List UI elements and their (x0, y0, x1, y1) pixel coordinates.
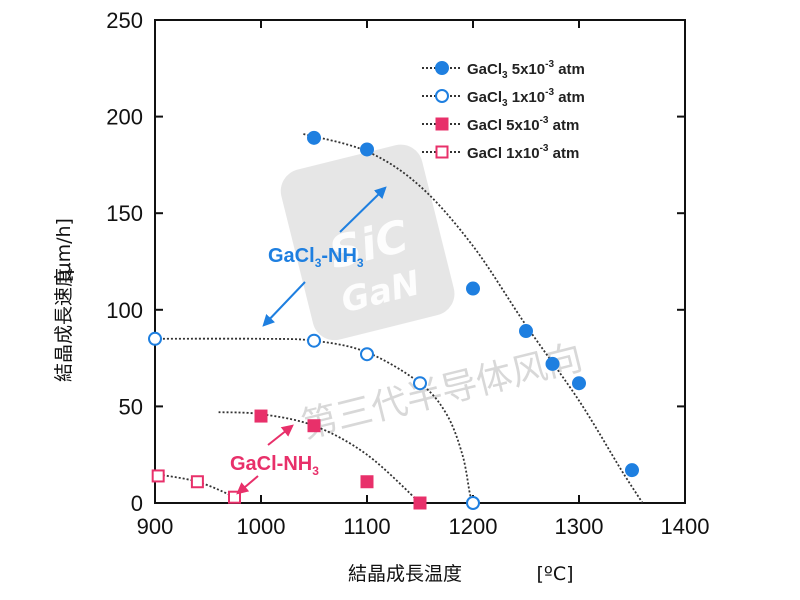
y-tick-label: 100 (106, 298, 143, 323)
legend: GaCl3 5x10-3 atm GaCl3 1x10-3 atm GaCl 5x1… (422, 59, 585, 162)
annotation-gacl-nh3: GaCl-NH3 (230, 453, 319, 478)
x-tick-label: 1000 (237, 514, 286, 539)
annotation-arrows (236, 186, 387, 495)
legend-entry-1: GaCl3 1x10-3 atm (422, 87, 585, 109)
data-point-series-2 (360, 475, 374, 489)
watermark-logo-box (280, 144, 455, 341)
arrow-blue-up (339, 186, 387, 233)
data-point-series-0 (466, 281, 480, 296)
legend-entry-2: GaCl 5x10-3 atm (422, 115, 579, 134)
data-point-series-3 (151, 469, 165, 483)
data-point-series-2 (413, 496, 427, 510)
x-tick-label: 1300 (555, 514, 604, 539)
x-tick-label: 900 (137, 514, 174, 539)
watermark: SiC GaN 第三代半导体风向 (280, 144, 587, 447)
legend-marker (435, 89, 449, 103)
watermark-text: 第三代半导体风向 (297, 337, 586, 446)
axis-ticks: 900 1000 1100 1200 1300 1400 0 50 100 150 200 250 (106, 8, 709, 539)
y-tick-label: 50 (119, 394, 143, 419)
legend-entry-3: GaCl 1x10-3 atm (422, 143, 579, 162)
data-point-series-3 (190, 475, 204, 489)
data-point-series-0 (625, 463, 639, 478)
legend-marker (435, 117, 449, 131)
data-point-series-0 (519, 324, 533, 339)
x-tick-label: 1200 (449, 514, 498, 539)
arrow-red-down (236, 475, 259, 495)
data-point-series-0 (572, 376, 586, 391)
x-tick-label: 1100 (343, 514, 390, 539)
x-tick-label: 1400 (661, 514, 710, 539)
legend-label: GaCl 1x10-3 atm (467, 143, 579, 162)
y-tick-label: 150 (106, 201, 143, 226)
legend-label: GaCl3 1x10-3 atm (467, 87, 585, 109)
annotation-gacl3-nh3: GaCl3-NH3 (268, 245, 364, 270)
data-point-series-1 (148, 331, 162, 346)
data-markers (148, 130, 639, 510)
data-point-series-1 (307, 333, 321, 348)
y-axis-unit: [μm/h] (53, 218, 75, 282)
data-point-series-3 (228, 490, 241, 504)
x-axis-unit: [ºC] (536, 563, 573, 585)
legend-label: GaCl3 5x10-3 atm (467, 59, 585, 81)
y-tick-label: 0 (131, 491, 143, 516)
arrow-blue-down (262, 281, 306, 327)
y-tick-label: 250 (106, 8, 143, 33)
legend-marker (435, 61, 449, 75)
legend-entry-0: GaCl3 5x10-3 atm (422, 59, 585, 81)
data-point-series-2 (254, 409, 268, 423)
legend-label: GaCl 5x10-3 atm (467, 115, 579, 134)
x-axis-label: 結晶成長温度 (348, 563, 462, 585)
y-axis-label: 結晶成長速度 (53, 268, 75, 382)
data-point-series-2 (307, 419, 321, 433)
data-point-series-0 (360, 142, 374, 157)
data-point-series-1 (466, 496, 480, 510)
data-point-series-0 (545, 356, 560, 371)
data-point-series-0 (307, 130, 321, 145)
legend-marker (435, 145, 449, 159)
y-axis-title: [μm/h] 結晶成長速度 (53, 218, 75, 382)
y-tick-label: 200 (106, 105, 143, 130)
data-point-series-1 (360, 347, 374, 362)
arrow-red-up (267, 424, 294, 446)
fit-curve-series-0 (303, 133, 644, 504)
data-point-series-1 (413, 376, 427, 391)
